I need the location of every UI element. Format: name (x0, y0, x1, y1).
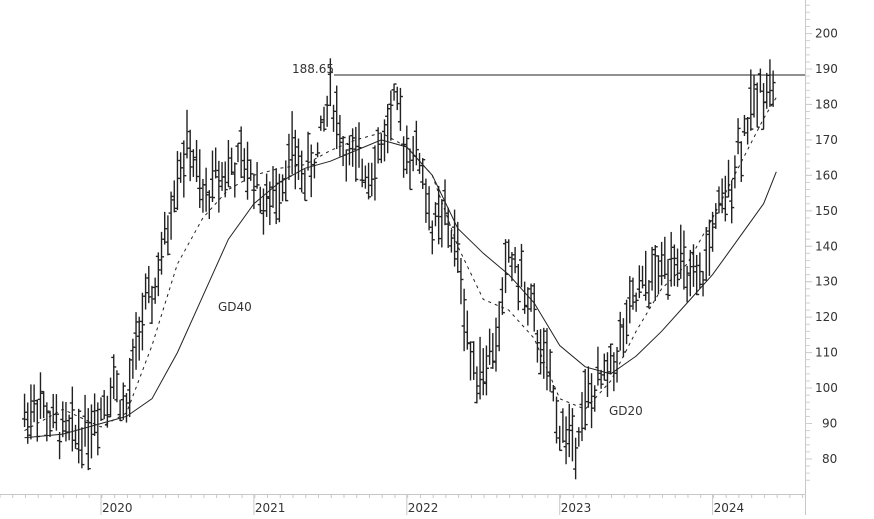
gd20-label: GD20 (609, 404, 643, 418)
gd20-line (24, 97, 777, 432)
year-tick-label: 2021 (255, 501, 286, 515)
price-tick-label: 180 (815, 97, 838, 111)
price-tick-label: 140 (815, 239, 838, 253)
price-tick-label: 110 (815, 346, 838, 360)
price-tick-label: 100 (815, 381, 838, 395)
gd40-label: GD40 (218, 300, 252, 314)
ohlc-bars (22, 58, 776, 480)
price-tick-label: 200 (815, 27, 838, 41)
year-tick-label: 2022 (408, 501, 439, 515)
year-tick-label: 2020 (102, 501, 133, 515)
time-axis: 2020 2021 2022 2023 2024 (0, 494, 806, 515)
price-tick-label: 130 (815, 275, 838, 289)
year-tick-label: 2024 (714, 501, 745, 515)
price-tick-label: 80 (822, 452, 837, 466)
gd40-line (24, 139, 777, 439)
year-tick-label: 2023 (561, 501, 592, 515)
resistance-label: 188.65 (292, 62, 334, 76)
price-tick-label: 150 (815, 204, 838, 218)
price-tick-label: 170 (815, 133, 838, 147)
price-tick-label: 190 (815, 62, 838, 76)
price-axis: 200 190 180 170 160 150 140 130 120 110 100 90 80 (805, 0, 838, 515)
moving-averages (24, 97, 777, 439)
price-tick-label: 120 (815, 310, 838, 324)
price-tick-label: 160 (815, 168, 838, 182)
price-tick-label: 90 (822, 417, 837, 431)
annotations: 188.65 GD40 GD20 (218, 62, 805, 418)
